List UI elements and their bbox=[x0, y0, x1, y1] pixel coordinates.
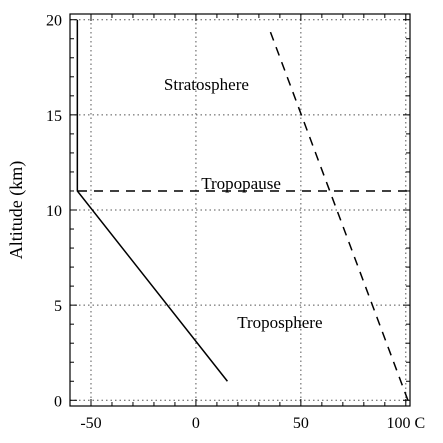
solid-series-line bbox=[76, 19, 228, 382]
axis-ticks: -50 0 50 100 C 0 5 10 15 20 bbox=[46, 13, 425, 432]
annotation-tropopause: Tropopause bbox=[201, 174, 281, 193]
x-tick-label: -50 bbox=[80, 415, 101, 432]
y-tick-label: 5 bbox=[54, 298, 62, 315]
series-group bbox=[76, 19, 410, 401]
y-tick-label: 15 bbox=[46, 108, 62, 125]
y-tick-label: 0 bbox=[54, 393, 62, 410]
annotations: Stratosphere Troposphere Tropopause bbox=[164, 75, 323, 332]
y-tick-label: 10 bbox=[46, 203, 62, 220]
y-axis-title: Altitude (km) bbox=[6, 161, 27, 259]
y-tick-label: 20 bbox=[46, 13, 62, 30]
grid bbox=[70, 14, 410, 406]
x-tick-label: 50 bbox=[293, 415, 309, 432]
annotation-stratosphere: Stratosphere bbox=[164, 75, 249, 94]
x-tick-label: 0 bbox=[192, 415, 200, 432]
x-tick-label: 100 C bbox=[386, 415, 425, 432]
annotation-troposphere: Troposphere bbox=[237, 313, 322, 332]
dashed-series-line bbox=[268, 28, 409, 401]
